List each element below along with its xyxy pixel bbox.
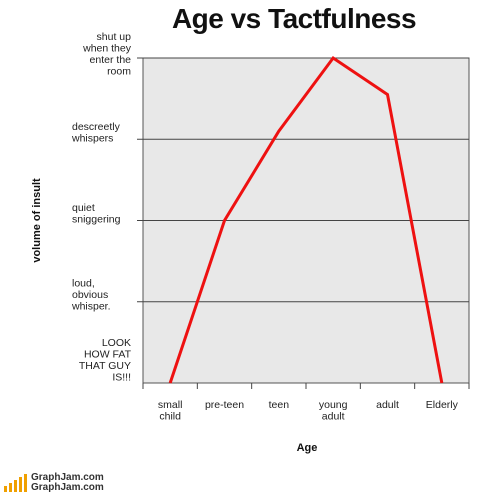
x-tick-label: adult [376, 399, 399, 411]
x-tick-label: teen [269, 399, 290, 411]
gridlines [137, 57, 469, 303]
x-tick-label: small child [158, 399, 183, 423]
series-group [168, 55, 444, 384]
x-tick-label: pre-teen [205, 399, 244, 411]
bar-logo-icon [4, 474, 27, 492]
x-tick-label: Elderly [426, 399, 459, 411]
y-tick-label: descreetly whispers [71, 121, 121, 145]
y-tick-label: loud, obvious whisper. [71, 278, 111, 313]
y-tick-label: quiet sniggering [72, 202, 121, 226]
y-axis-tick-labels: LOOK HOW FAT THAT GUY IS!!! loud, obvious whis… [71, 31, 132, 384]
x-axis-tick-labels: small child pre-teen teen young adult adult Eld… [158, 399, 459, 423]
brand-line-1: GraphJam.com [31, 472, 104, 483]
y-axis-title: volume of insult [31, 178, 43, 263]
y-tick-label: shut up when they enter the room [82, 31, 132, 78]
graphjam-logo: GraphJam.com GraphJam.com [4, 473, 104, 493]
series-line [168, 55, 444, 384]
chart-title: Age vs Tactfulness [172, 3, 416, 34]
brand-line-2: GraphJam.com [31, 482, 104, 493]
y-tick-label: LOOK HOW FAT THAT GUY IS!!! [79, 337, 132, 384]
x-axis-ticks [142, 383, 470, 389]
x-tick-label: young adult [319, 399, 348, 423]
x-axis-title: Age [297, 442, 318, 454]
